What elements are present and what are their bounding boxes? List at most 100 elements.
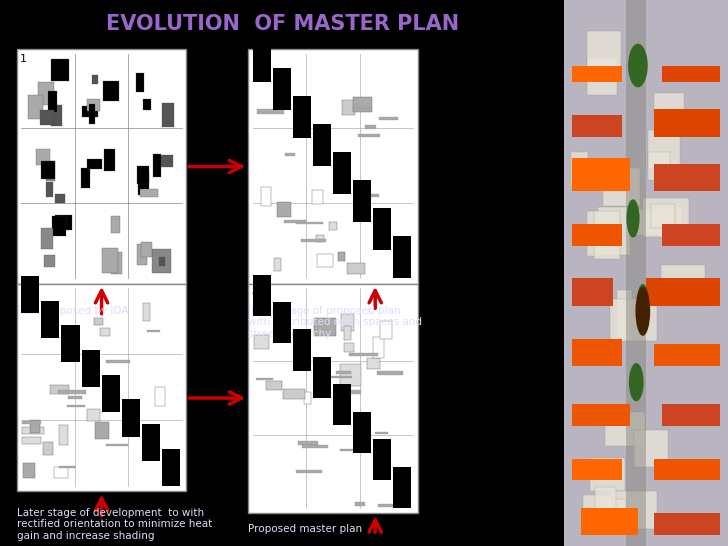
Bar [54, 467, 68, 478]
Bar [274, 258, 281, 271]
Bar [60, 466, 75, 468]
Bar [651, 204, 675, 228]
Bar [605, 412, 645, 446]
Bar [662, 404, 720, 426]
Bar [341, 314, 354, 331]
Bar [661, 265, 705, 306]
Text: 2: 2 [251, 54, 258, 63]
Bar [581, 508, 638, 535]
Bar [313, 124, 331, 166]
Bar [587, 31, 622, 72]
Bar [333, 152, 351, 194]
Bar [50, 385, 68, 394]
Bar [273, 68, 290, 110]
Bar [21, 276, 39, 313]
Bar [587, 211, 601, 256]
Bar [23, 437, 41, 443]
Bar [610, 491, 657, 529]
Bar [41, 301, 60, 337]
Bar [654, 93, 684, 117]
Bar [55, 216, 72, 230]
Bar [152, 249, 170, 273]
Bar [340, 449, 355, 452]
Bar [344, 327, 352, 340]
Bar [104, 150, 115, 171]
Bar [137, 166, 149, 185]
Bar [626, 212, 639, 235]
Bar [347, 264, 365, 274]
Text: 4: 4 [251, 288, 258, 298]
Bar [59, 425, 68, 444]
Bar [393, 467, 411, 508]
Bar [41, 162, 55, 179]
Bar [22, 421, 41, 424]
Bar [147, 330, 160, 331]
Ellipse shape [626, 199, 640, 238]
Bar [256, 378, 274, 380]
Bar [373, 337, 384, 358]
Bar [316, 235, 324, 242]
Bar [87, 410, 100, 421]
Text: 3: 3 [20, 288, 27, 298]
Bar [596, 487, 616, 528]
Bar [137, 244, 148, 265]
Bar [648, 130, 680, 168]
Bar [654, 513, 720, 535]
Bar [633, 430, 668, 467]
Bar [143, 303, 150, 321]
Bar [341, 99, 355, 115]
Text: EVOLUTION  OF MASTER PLAN: EVOLUTION OF MASTER PLAN [106, 14, 459, 34]
Bar [571, 152, 588, 186]
Bar [87, 99, 100, 111]
Bar [298, 441, 318, 445]
Bar [257, 109, 284, 114]
Bar [266, 381, 282, 390]
Bar [40, 110, 54, 124]
Bar [95, 422, 108, 439]
Bar [375, 432, 388, 434]
Bar [296, 470, 322, 473]
Bar [572, 158, 630, 191]
Bar [617, 290, 632, 339]
Bar [61, 325, 79, 363]
Bar [43, 442, 52, 455]
Bar [48, 91, 58, 112]
Bar [136, 74, 144, 92]
Bar [162, 103, 174, 127]
Bar [373, 208, 391, 250]
Bar [36, 149, 50, 165]
Bar [102, 248, 118, 273]
Ellipse shape [629, 363, 644, 401]
Bar [378, 503, 406, 507]
Bar [81, 168, 90, 188]
Bar [313, 357, 331, 398]
Bar [100, 328, 109, 336]
Bar [333, 384, 351, 425]
Bar [349, 353, 378, 357]
Bar [51, 59, 68, 81]
Bar [604, 499, 625, 527]
Bar [328, 376, 352, 378]
Bar [583, 495, 612, 527]
Bar [603, 168, 640, 206]
Bar [336, 371, 351, 374]
Bar [572, 224, 622, 246]
Bar [296, 222, 323, 224]
Bar [17, 284, 186, 491]
Bar [23, 426, 44, 434]
Bar [357, 134, 380, 137]
Bar [92, 75, 98, 84]
Bar [572, 278, 614, 306]
Bar [23, 462, 35, 478]
Bar [293, 329, 311, 371]
Bar [572, 459, 622, 480]
Bar [82, 105, 98, 117]
Circle shape [636, 287, 650, 336]
Bar [142, 424, 159, 461]
Bar [654, 344, 720, 366]
Bar [598, 207, 630, 255]
Bar [317, 254, 333, 267]
Bar [314, 318, 336, 336]
Bar [106, 360, 130, 363]
Bar [380, 321, 392, 339]
